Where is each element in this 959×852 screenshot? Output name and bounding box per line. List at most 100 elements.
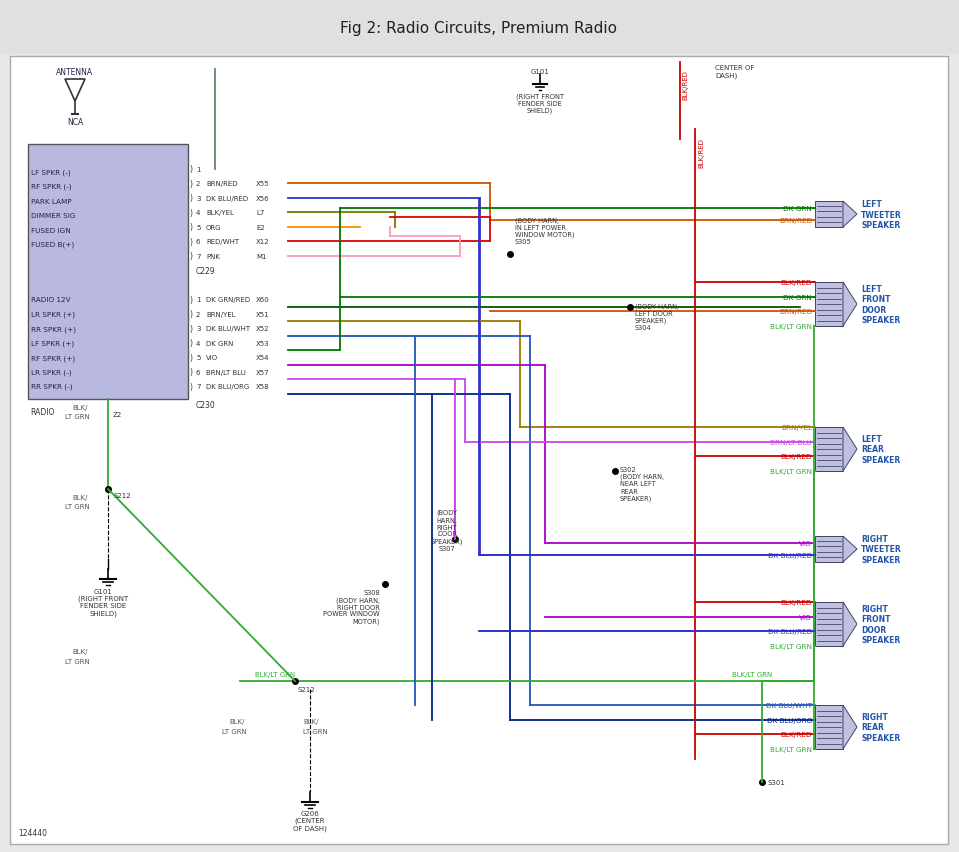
- Text: 1: 1: [196, 166, 200, 172]
- Text: VIO: VIO: [799, 614, 812, 620]
- Text: BRN/LT BLU: BRN/LT BLU: [206, 369, 246, 376]
- Text: X54: X54: [256, 354, 269, 361]
- Text: BRN/RED: BRN/RED: [779, 218, 812, 224]
- Text: ): ): [189, 251, 192, 261]
- Text: X12: X12: [256, 239, 269, 245]
- Text: BLK/RED: BLK/RED: [781, 454, 812, 460]
- Text: BLK/RED: BLK/RED: [781, 599, 812, 605]
- Text: RR SPKR (-): RR SPKR (-): [31, 383, 73, 390]
- Polygon shape: [843, 202, 857, 227]
- Polygon shape: [843, 705, 857, 749]
- Text: S212: S212: [298, 686, 316, 692]
- Text: LT GRN: LT GRN: [65, 504, 90, 509]
- Text: (BODY
HARN,
RIGHT
DOOR
SPEAKER)
S307: (BODY HARN, RIGHT DOOR SPEAKER) S307: [431, 509, 463, 551]
- Text: ): ): [189, 208, 192, 217]
- Text: DK BLU/RED: DK BLU/RED: [768, 552, 812, 558]
- Text: DK GRN: DK GRN: [784, 294, 812, 300]
- Text: LR SPKR (+): LR SPKR (+): [31, 311, 75, 318]
- Polygon shape: [843, 537, 857, 562]
- Bar: [815, 283, 843, 326]
- Text: PNK: PNK: [206, 253, 220, 259]
- Text: BLK/LT GRN: BLK/LT GRN: [770, 324, 812, 330]
- Text: BLK/YEL: BLK/YEL: [206, 210, 234, 216]
- Text: ORG: ORG: [206, 224, 222, 230]
- Text: ): ): [189, 179, 192, 188]
- Text: NCA: NCA: [67, 118, 83, 127]
- Text: RF SPKR (+): RF SPKR (+): [31, 354, 75, 361]
- Text: LT GRN: LT GRN: [65, 659, 90, 665]
- Text: G206
(CENTER
OF DASH): G206 (CENTER OF DASH): [293, 810, 327, 831]
- Text: RIGHT
TWEETER
SPEAKER: RIGHT TWEETER SPEAKER: [861, 534, 901, 564]
- Text: BRN/RED: BRN/RED: [206, 181, 238, 187]
- Text: RF SPKR (-): RF SPKR (-): [31, 183, 72, 190]
- Text: DK BLU/WHT: DK BLU/WHT: [206, 325, 250, 332]
- Text: (RIGHT FRONT
FENDER SIDE
SHIELD): (RIGHT FRONT FENDER SIDE SHIELD): [516, 93, 564, 114]
- Text: X51: X51: [256, 311, 269, 318]
- Text: BLK/RED: BLK/RED: [698, 138, 704, 168]
- Text: VIO: VIO: [799, 540, 812, 546]
- Bar: [815, 705, 843, 749]
- Text: E2: E2: [256, 224, 265, 230]
- Text: ): ): [189, 296, 192, 304]
- Text: 3: 3: [196, 195, 200, 201]
- Text: C229: C229: [196, 266, 216, 275]
- Text: LT GRN: LT GRN: [65, 413, 90, 419]
- Text: BLK/LT GRN: BLK/LT GRN: [770, 746, 812, 752]
- Text: BRN/RED: BRN/RED: [779, 309, 812, 315]
- Text: DK BLU/WHT: DK BLU/WHT: [766, 702, 812, 708]
- Text: RIGHT
FRONT
DOOR
SPEAKER: RIGHT FRONT DOOR SPEAKER: [861, 604, 901, 644]
- Text: S302
(BODY HARN,
NEAR LEFT
REAR
SPEAKER): S302 (BODY HARN, NEAR LEFT REAR SPEAKER): [620, 466, 664, 502]
- Text: CENTER OF
DASH): CENTER OF DASH): [715, 65, 755, 78]
- Polygon shape: [65, 80, 85, 102]
- Text: FUSED B(+): FUSED B(+): [31, 241, 74, 248]
- Text: L7: L7: [256, 210, 265, 216]
- Text: ANTENNA: ANTENNA: [57, 68, 94, 77]
- Text: FUSED IGN: FUSED IGN: [31, 227, 71, 233]
- Text: LEFT
FRONT
DOOR
SPEAKER: LEFT FRONT DOOR SPEAKER: [861, 285, 901, 325]
- Text: ): ): [189, 222, 192, 232]
- Text: S308
(BODY HARN,
RIGHT DOOR
POWER WINDOW
MOTOR): S308 (BODY HARN, RIGHT DOOR POWER WINDOW…: [323, 590, 380, 625]
- Text: X55: X55: [256, 181, 269, 187]
- Text: ): ): [189, 164, 192, 174]
- Text: DK GRN: DK GRN: [206, 340, 233, 347]
- Text: BLK/RED: BLK/RED: [781, 279, 812, 285]
- Text: LT GRN: LT GRN: [303, 728, 328, 734]
- Text: BLK/: BLK/: [73, 494, 88, 500]
- Text: LF SPKR (-): LF SPKR (-): [31, 169, 71, 176]
- Text: VIO: VIO: [206, 354, 218, 361]
- Text: RIGHT
REAR
SPEAKER: RIGHT REAR SPEAKER: [861, 712, 901, 742]
- Text: X53: X53: [256, 340, 269, 347]
- Text: LF SPKR (+): LF SPKR (+): [31, 340, 74, 347]
- Text: ): ): [189, 237, 192, 246]
- Text: DK BLU/RED: DK BLU/RED: [768, 629, 812, 635]
- Text: LEFT
REAR
SPEAKER: LEFT REAR SPEAKER: [861, 435, 901, 464]
- Text: Fig 2: Radio Circuits, Premium Radio: Fig 2: Radio Circuits, Premium Radio: [340, 20, 618, 36]
- Text: 4: 4: [196, 340, 200, 347]
- Text: 7: 7: [196, 253, 200, 259]
- Text: S301: S301: [767, 779, 784, 785]
- Text: 7: 7: [196, 383, 200, 390]
- Bar: [815, 202, 843, 227]
- Text: 5: 5: [196, 224, 200, 230]
- Text: X52: X52: [256, 325, 269, 332]
- Text: BLK/: BLK/: [303, 718, 318, 724]
- Text: BRN/YEL: BRN/YEL: [206, 311, 236, 318]
- Text: BLK/RED: BLK/RED: [682, 70, 688, 100]
- Text: (BODY HARN,
IN LEFT POWER
WINDOW MOTOR)
S305: (BODY HARN, IN LEFT POWER WINDOW MOTOR) …: [515, 216, 574, 245]
- Text: 124440: 124440: [18, 828, 47, 837]
- Text: RADIO 12V: RADIO 12V: [31, 296, 71, 303]
- Polygon shape: [843, 283, 857, 326]
- Text: DK BLU/ORG: DK BLU/ORG: [206, 383, 249, 390]
- Text: RR SPKR (+): RR SPKR (+): [31, 325, 76, 332]
- Text: 5: 5: [196, 354, 200, 361]
- Text: ): ): [189, 325, 192, 333]
- Text: 1: 1: [196, 296, 200, 303]
- Polygon shape: [843, 428, 857, 471]
- Text: BLK/LT GRN: BLK/LT GRN: [770, 469, 812, 475]
- Text: C230: C230: [196, 400, 216, 409]
- Text: DIMMER SIG: DIMMER SIG: [31, 213, 76, 219]
- Text: G101
(RIGHT FRONT
FENDER SIDE
SHIELD): G101 (RIGHT FRONT FENDER SIDE SHIELD): [78, 589, 129, 616]
- Text: BLK/LT GRN: BLK/LT GRN: [732, 671, 772, 677]
- Text: 4: 4: [196, 210, 200, 216]
- Text: X58: X58: [256, 383, 269, 390]
